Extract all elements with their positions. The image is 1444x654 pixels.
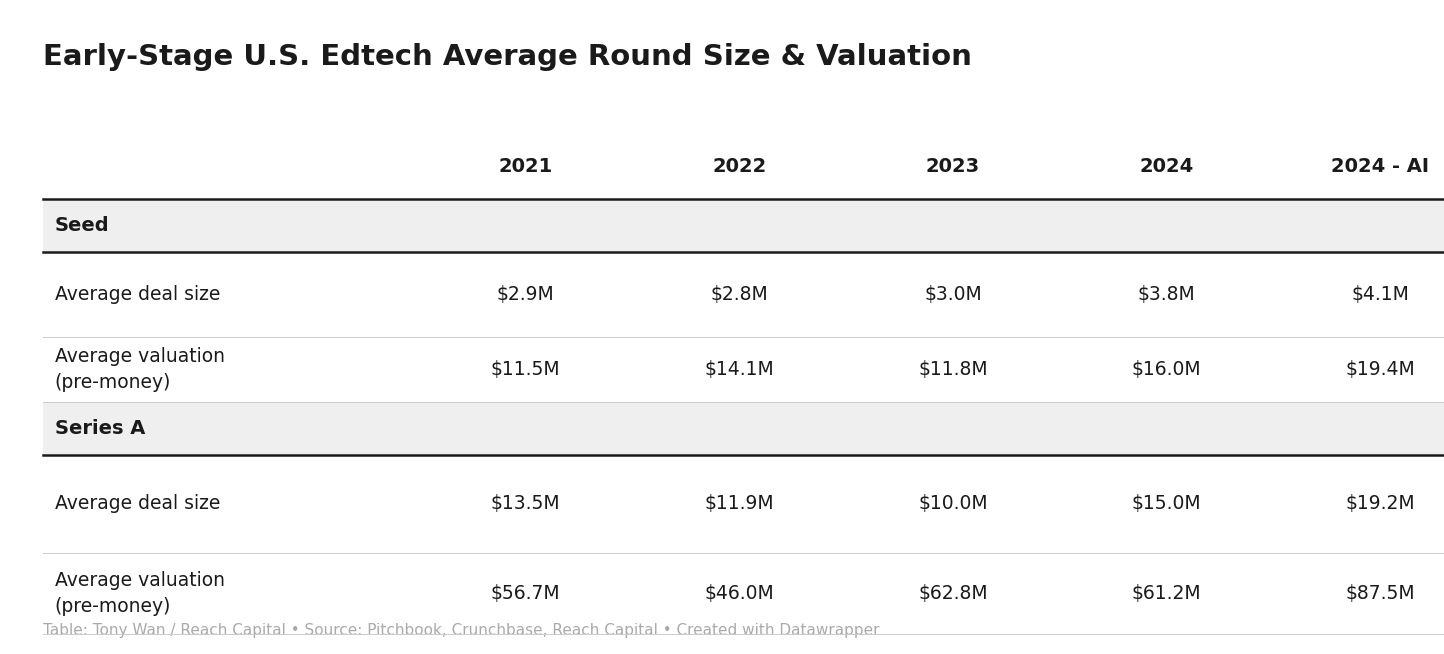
Text: $2.8M: $2.8M [710,284,768,304]
Text: $46.0M: $46.0M [705,584,774,603]
Text: 2023: 2023 [926,157,980,177]
Text: Average deal size: Average deal size [55,494,221,513]
Text: $13.5M: $13.5M [491,494,560,513]
Bar [43,455,1444,553]
Text: $3.0M: $3.0M [924,284,982,304]
Text: $87.5M: $87.5M [1346,584,1415,603]
Text: $62.8M: $62.8M [918,584,988,603]
Text: 2024: 2024 [1139,157,1194,177]
Bar [43,252,1444,337]
Text: $16.0M: $16.0M [1132,360,1201,379]
Text: $11.9M: $11.9M [705,494,774,513]
Text: Average deal size: Average deal size [55,284,221,304]
Text: $19.4M: $19.4M [1346,360,1415,379]
Text: Average valuation
(pre-money): Average valuation (pre-money) [55,571,225,616]
Bar [43,337,1444,402]
Bar [43,553,1444,634]
Text: 2021: 2021 [498,157,553,177]
Text: $19.2M: $19.2M [1346,494,1415,513]
Text: $15.0M: $15.0M [1132,494,1201,513]
Text: Series A: Series A [55,419,146,438]
Text: 2022: 2022 [712,157,767,177]
Text: $3.8M: $3.8M [1138,284,1196,304]
Text: $10.0M: $10.0M [918,494,988,513]
Text: $11.8M: $11.8M [918,360,988,379]
Text: $61.2M: $61.2M [1132,584,1201,603]
Text: 2024 - AI: 2024 - AI [1331,157,1430,177]
Text: Average valuation
(pre-money): Average valuation (pre-money) [55,347,225,392]
Text: $2.9M: $2.9M [497,284,554,304]
Text: Early-Stage U.S. Edtech Average Round Size & Valuation: Early-Stage U.S. Edtech Average Round Si… [43,43,972,71]
Text: $56.7M: $56.7M [491,584,560,603]
Text: Table: Tony Wan / Reach Capital • Source: Pitchbook, Crunchbase, Reach Capital •: Table: Tony Wan / Reach Capital • Source… [43,623,879,638]
Text: $4.1M: $4.1M [1352,284,1409,304]
Text: $11.5M: $11.5M [491,360,560,379]
Bar [43,199,1444,252]
Bar [43,402,1444,455]
Text: Seed: Seed [55,216,110,235]
Text: $14.1M: $14.1M [705,360,774,379]
